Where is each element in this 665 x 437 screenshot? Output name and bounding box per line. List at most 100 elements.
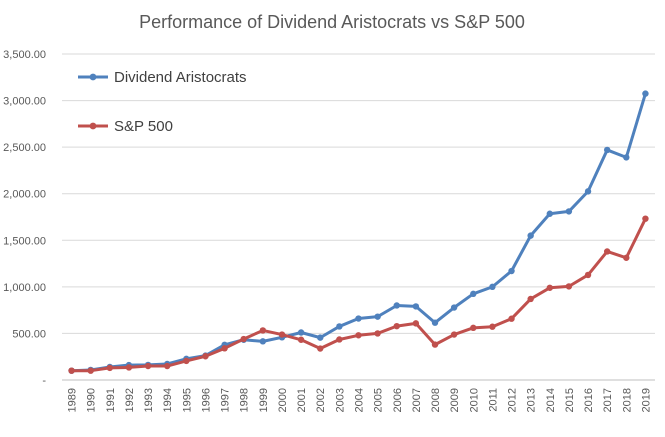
data-point [412,320,420,327]
data-point [642,215,649,222]
data-point [355,332,362,339]
data-point [642,90,649,97]
legend-label: Dividend Aristocrats [114,69,247,86]
x-tick-label: 2015 [564,388,576,412]
x-tick-label: 2008 [430,388,442,412]
x-tick-label: 1990 [86,388,98,412]
data-point [431,341,439,348]
data-point [202,353,209,360]
data-point [603,248,611,255]
legend-swatch-marker [89,122,97,130]
x-tick-label: 1993 [143,388,155,412]
x-tick-label: 2010 [468,388,480,412]
data-point [508,267,515,275]
data-point [450,304,458,311]
data-point [623,154,630,161]
data-point [603,146,611,154]
y-tick-label: 3,500.00 [3,49,46,61]
data-point [68,367,75,374]
x-tick-label: 1997 [220,388,232,412]
x-tick-label: 2013 [526,388,538,412]
data-point [106,364,114,372]
y-tick-label: 2,500.00 [3,142,46,154]
chart-title: Performance of Dividend Aristocrats vs S… [139,12,525,32]
legend: Dividend Aristocrats S&P 500 [78,69,247,135]
x-tick-label: 2000 [277,388,289,412]
data-point [527,295,534,303]
data-point [470,290,477,298]
x-tick-label: 2017 [602,388,614,412]
data-point [374,330,381,337]
data-point [508,315,515,322]
data-point [259,338,267,345]
y-tick-label: 3,000.00 [3,96,46,108]
y-tick-label: - [42,375,46,387]
series-line [70,92,647,373]
x-tick-label: 2014 [545,388,557,412]
x-tick-label: 1991 [105,388,117,412]
data-point [584,188,592,195]
data-point [336,323,343,330]
data-point [393,302,400,309]
legend-item: Dividend Aristocrats [78,69,247,86]
data-point [336,336,343,343]
data-point [355,315,362,322]
data-point [221,345,228,352]
data-point [278,331,286,338]
data-point [489,323,496,330]
x-tick-label: 1998 [239,388,251,412]
data-point [584,271,592,279]
x-tick-label: 1995 [181,388,193,412]
data-point [297,329,305,336]
data-point [164,362,171,370]
data-point [317,345,324,352]
x-tick-label: 2018 [621,388,633,412]
y-axis-ticks: - 500.00 1,000.00 1,500.00 2,000.00 2,500.00 3… [3,49,46,387]
series-line [70,217,647,373]
data-point [431,319,439,326]
data-point [87,367,94,374]
data-point [450,331,458,338]
x-tick-label: 1992 [124,388,136,412]
data-point [412,303,420,310]
data-point [489,283,496,291]
y-tick-label: 1,000.00 [3,282,46,294]
x-tick-label: 1996 [200,388,212,412]
data-point [374,313,381,320]
x-tick-label: 2009 [449,388,461,412]
y-tick-label: 2,000.00 [3,189,46,201]
data-point [565,283,573,290]
x-tick-label: 2019 [640,388,652,412]
series-sp-500 [68,215,649,374]
y-tick-label: 500.00 [12,328,46,340]
data-point [470,324,477,332]
x-tick-label: 2007 [411,388,423,412]
data-point [317,334,324,341]
data-point [144,362,152,370]
x-tick-label: 1994 [162,388,174,412]
x-axis-ticks: 1989 1990 1991 1992 1993 1994 1995 1996 1997 1998… [67,388,653,412]
x-tick-label: 2002 [315,388,327,412]
data-point [240,335,247,343]
legend-swatch-marker [89,73,97,81]
data-point [259,327,267,334]
legend-label: S&P 500 [114,118,173,135]
x-tick-label: 2004 [354,388,366,412]
data-point [546,210,553,217]
data-point [393,322,400,330]
data-point [527,232,534,239]
data-point [297,336,305,343]
series-lines [68,90,649,374]
x-tick-label: 2011 [487,388,499,412]
data-point [546,284,553,291]
data-point [565,208,573,215]
x-tick-label: 2012 [507,388,519,412]
data-point [183,357,190,365]
x-tick-label: 1999 [258,388,270,412]
data-point [125,364,133,371]
x-tick-label: 2003 [334,388,346,412]
y-tick-label: 1,500.00 [3,235,46,247]
x-tick-label: 2005 [373,388,385,412]
